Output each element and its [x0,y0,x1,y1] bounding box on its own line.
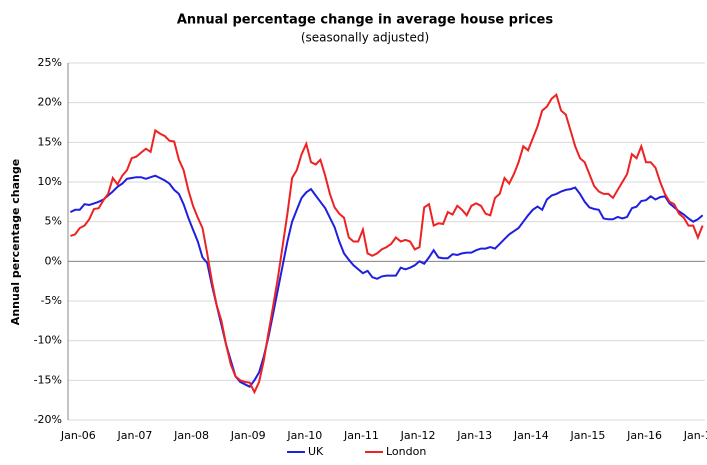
series-line [69,174,704,388]
y-tick-label: -15% [34,373,62,386]
x-tick-label: Jan-16 [626,429,662,442]
series-line [70,92,704,395]
x-tick-label: Jan-11 [343,429,379,442]
y-tick-label: 20% [38,96,62,109]
y-axis-title: Annual percentage change [9,159,22,325]
x-tick-label: Jan-12 [400,429,436,442]
x-tick-label: Jan-07 [117,429,153,442]
x-tick-label: Jan-13 [456,429,492,442]
legend-label: UK [308,445,324,458]
chart-subtitle: (seasonally adjusted) [301,31,429,45]
x-tick-label: Jan-06 [60,429,96,442]
y-tick-label: -10% [34,334,62,347]
y-tick-label: 10% [38,175,62,188]
x-tick-label: Jan-08 [173,429,209,442]
x-tick-label: Jan-15 [569,429,605,442]
y-tick-label: 5% [45,215,62,228]
chart-title: Annual percentage change in average hous… [177,13,554,28]
y-tick-label: -20% [34,413,62,426]
y-tick-label: -5% [41,294,62,307]
x-tick-label: Jan-09 [230,429,266,442]
y-tick-label: 0% [45,254,62,267]
y-tick-label: 25% [38,56,62,69]
y-tick-label: 15% [38,135,62,148]
x-tick-label: Jan-17 [683,429,707,442]
legend-label: London [386,445,426,458]
x-tick-label: Jan-10 [286,429,322,442]
x-tick-label: Jan-14 [513,429,549,442]
